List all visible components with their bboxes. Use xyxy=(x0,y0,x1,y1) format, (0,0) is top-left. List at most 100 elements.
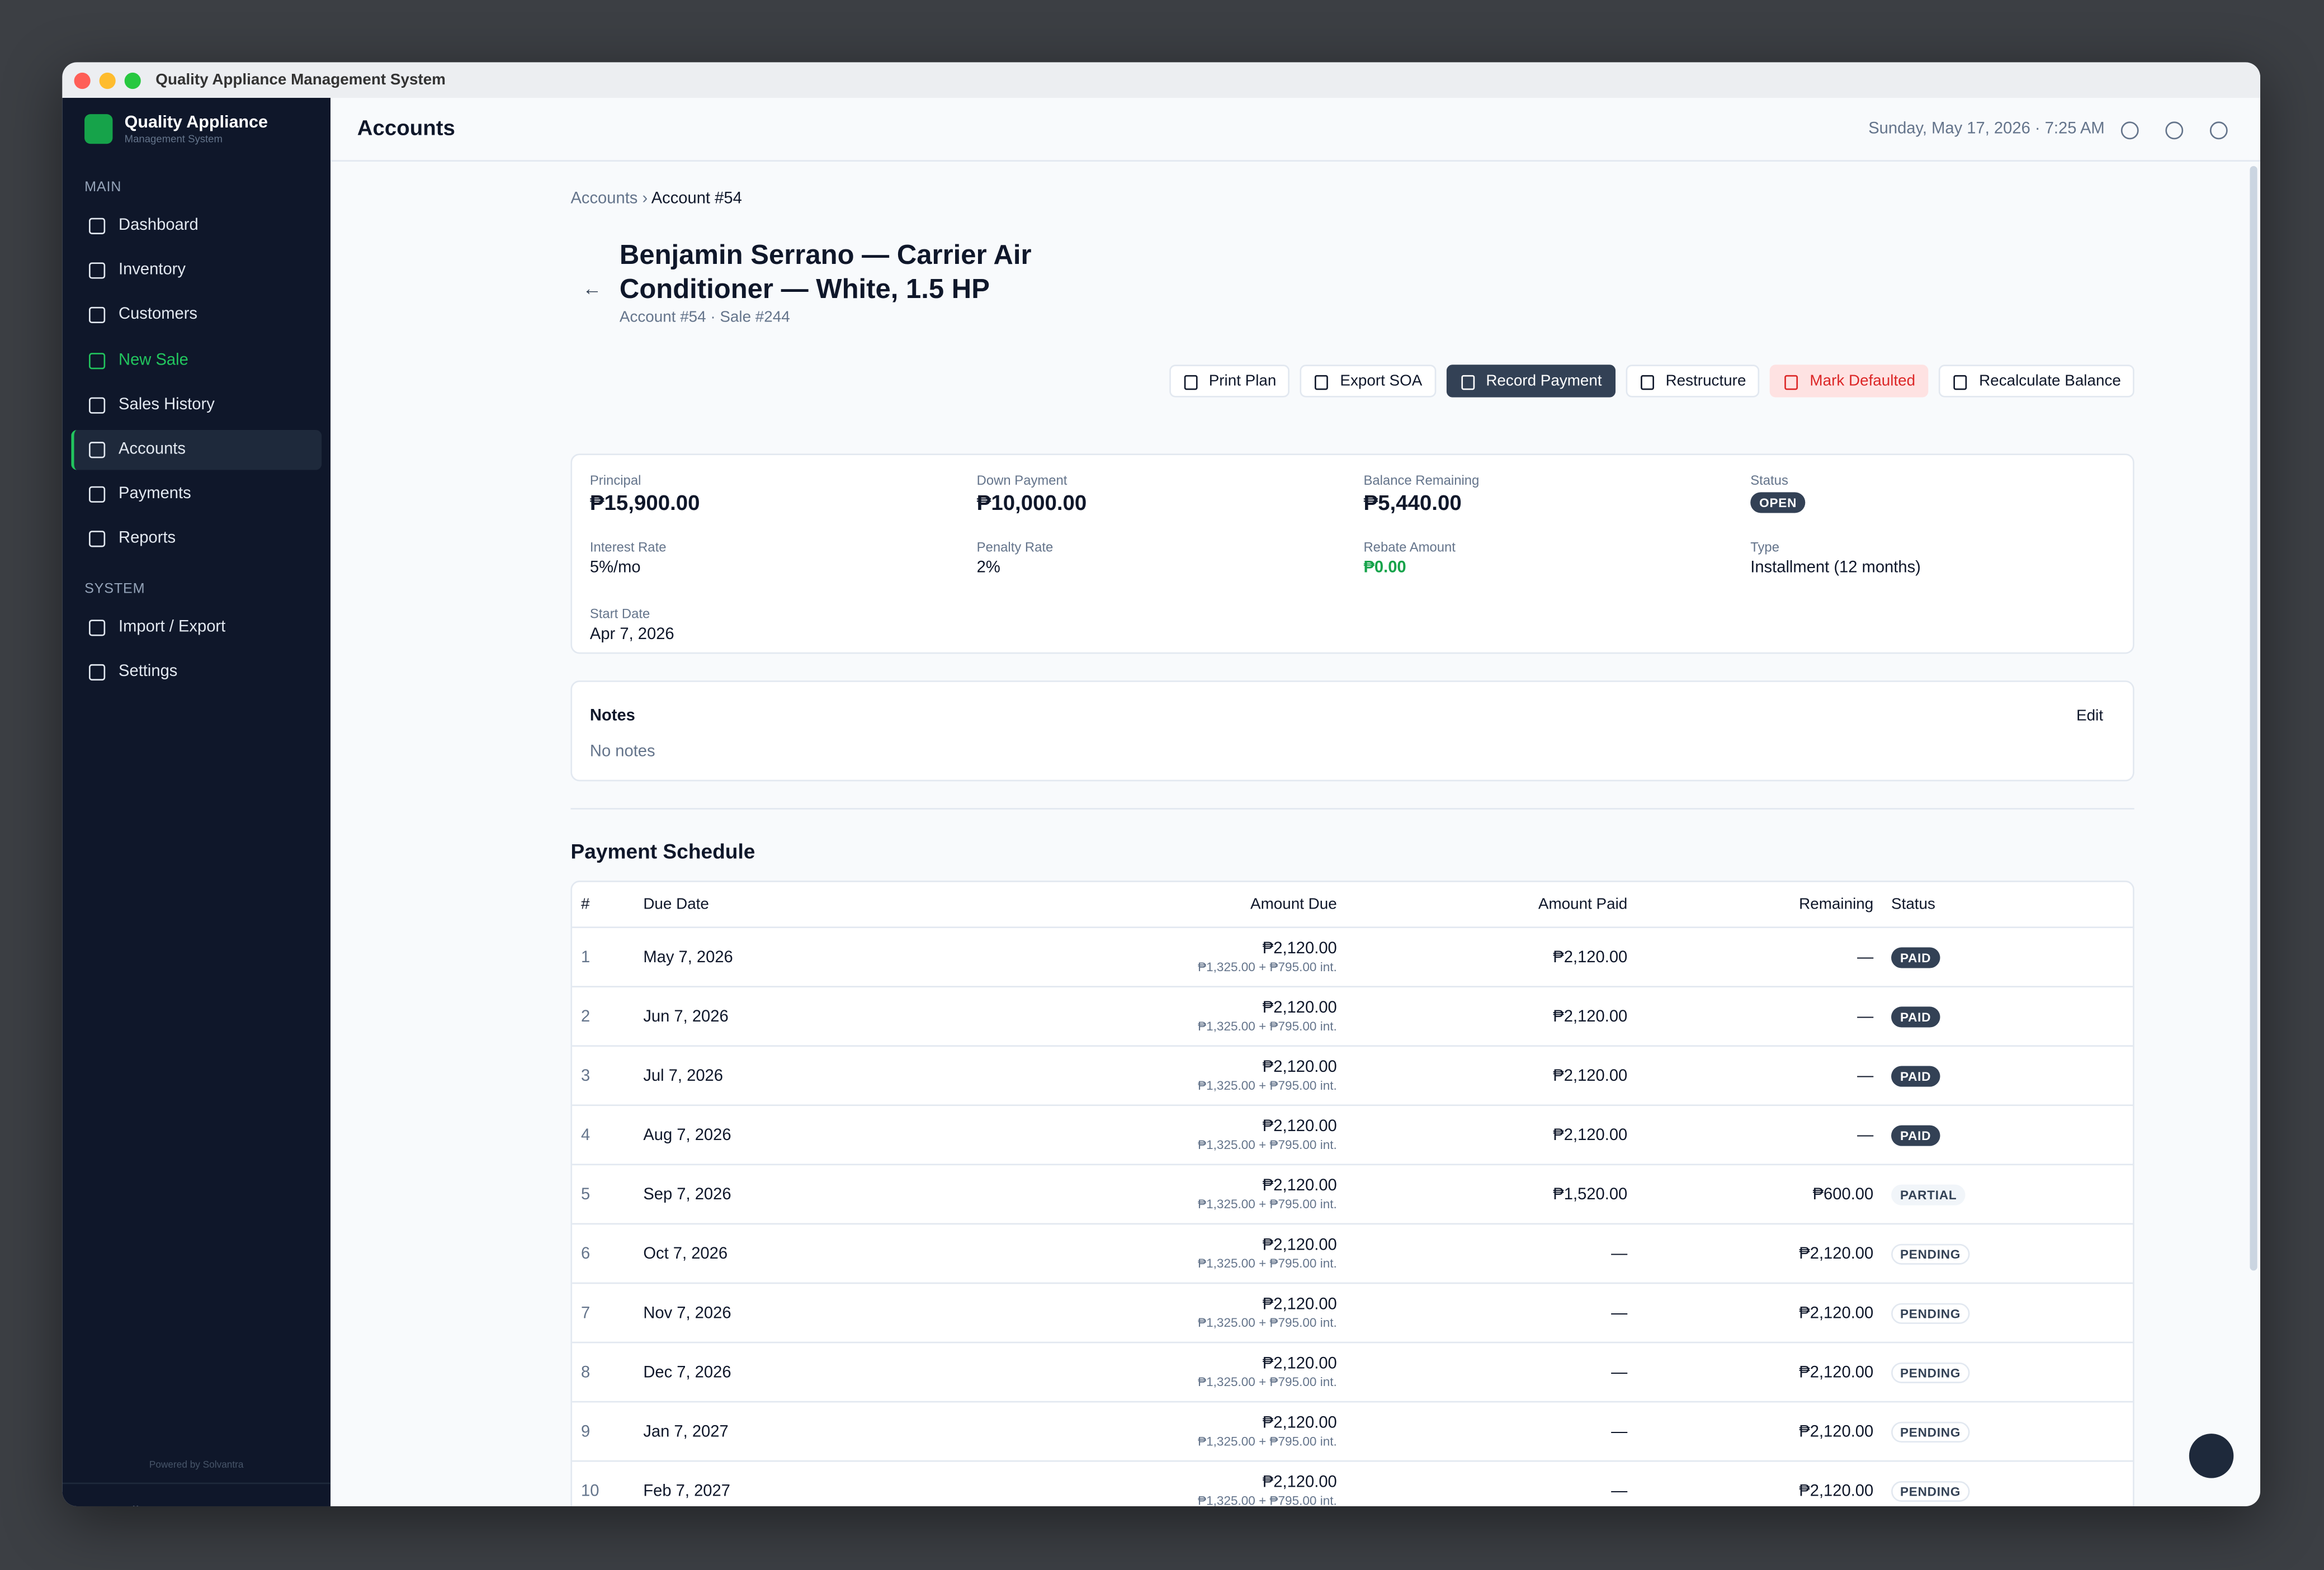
schedule-row[interactable]: 8 Dec 7, 2026 ₱2,120.00 ₱1,325.00 + ₱795.00… xyxy=(572,1343,2133,1403)
button-label: Restructure xyxy=(1665,372,1746,390)
amount-due-value: ₱2,120.00 xyxy=(1262,1414,1337,1432)
scrollbar[interactable] xyxy=(2250,165,2257,1271)
status-cell: PAID xyxy=(1882,1124,2133,1146)
theme-button[interactable] xyxy=(2165,121,2184,140)
help-button[interactable] xyxy=(2189,1434,2234,1478)
field-value: Apr 7, 2026 xyxy=(590,626,674,644)
field-label: Balance Remaining xyxy=(1363,472,1480,488)
nav-item[interactable]: Accounts xyxy=(71,429,322,470)
amount-due: ₱2,120.00 ₱1,325.00 + ₱795.00 int. xyxy=(953,1118,1345,1152)
nav-icon xyxy=(89,442,106,458)
schedule-row[interactable]: 5 Sep 7, 2026 ₱2,120.00 ₱1,325.00 + ₱795.00… xyxy=(572,1165,2133,1225)
field: Principal ₱15,900.00 xyxy=(590,473,700,516)
schedule-row[interactable]: 3 Jul 7, 2026 ₱2,120.00 ₱1,325.00 + ₱795.00… xyxy=(572,1047,2133,1106)
back-button[interactable]: ← xyxy=(582,277,602,300)
collapse-button[interactable]: Collapse xyxy=(62,1482,331,1506)
field-value: OPEN xyxy=(1750,492,1806,513)
nav-item[interactable]: New Sale xyxy=(71,341,322,381)
amount-paid: — xyxy=(1611,1363,1628,1381)
column-header: Due Date xyxy=(643,895,709,914)
sidebar: Quality Appliance Management System Powe… xyxy=(62,98,331,1506)
action-button[interactable]: Restructure xyxy=(1626,365,1760,398)
value-text: Installment (12 months) xyxy=(1750,559,1921,577)
schedule-row[interactable]: 9 Jan 7, 2027 ₱2,120.00 ₱1,325.00 + ₱795.00… xyxy=(572,1402,2133,1462)
window: Quality Appliance Management System Qual… xyxy=(62,62,2261,1507)
field: Interest Rate 5%/mo xyxy=(590,540,667,576)
nav-item[interactable]: Customers xyxy=(71,296,322,336)
nav-label: Payments xyxy=(119,485,191,503)
due-date: Jun 7, 2026 xyxy=(643,1007,729,1025)
schedule-title: Payment Schedule xyxy=(570,839,755,863)
field: Balance Remaining ₱5,440.00 xyxy=(1363,473,1479,516)
nav-item[interactable]: Dashboard xyxy=(71,206,322,247)
schedule-row[interactable]: 7 Nov 7, 2026 ₱2,120.00 ₱1,325.00 + ₱795.00… xyxy=(572,1284,2133,1344)
nav-item[interactable]: Reports xyxy=(71,519,322,560)
status-cell: PENDING xyxy=(1882,1421,2133,1442)
brand-subtitle: Management System xyxy=(124,135,223,145)
installment-number: 9 xyxy=(580,1422,591,1441)
nav-label: Accounts xyxy=(119,440,186,458)
schedule-row[interactable]: 6 Oct 7, 2026 ₱2,120.00 ₱1,325.00 + ₱795.00… xyxy=(572,1224,2133,1284)
breadcrumb: Accounts › Account #54 xyxy=(570,190,741,207)
settings-button[interactable] xyxy=(2209,121,2228,140)
schedule-row[interactable]: 10 Feb 7, 2027 ₱2,120.00 ₱1,325.00 + ₱795.0… xyxy=(572,1462,2133,1506)
field-label: Rebate Amount xyxy=(1363,540,1456,555)
notes-card: Notes Edit No notes xyxy=(570,680,2134,782)
amount-paid: — xyxy=(1611,1422,1628,1441)
action-button[interactable]: Recalculate Balance xyxy=(1939,365,2134,398)
installment-number: 2 xyxy=(580,1007,591,1025)
nav-item[interactable]: Inventory xyxy=(71,251,322,291)
field-label: Principal xyxy=(589,472,641,488)
status-badge: PENDING xyxy=(1891,1243,1970,1264)
installment-number: 1 xyxy=(580,948,591,966)
amount-due-value: ₱2,120.00 xyxy=(1262,1118,1337,1136)
field: Start Date Apr 7, 2026 xyxy=(590,607,674,644)
schedule-row[interactable]: 2 Jun 7, 2026 ₱2,120.00 ₱1,325.00 + ₱795.00… xyxy=(572,987,2133,1047)
status-cell: PENDING xyxy=(1882,1361,2133,1383)
schedule-row[interactable]: 1 May 7, 2026 ₱2,120.00 ₱1,325.00 + ₱795.00… xyxy=(572,928,2133,987)
notifications-button[interactable] xyxy=(2120,121,2139,140)
status-badge: PENDING xyxy=(1891,1361,1970,1383)
edit-button[interactable]: Edit xyxy=(2076,707,2104,725)
remaining: — xyxy=(1857,1007,1874,1025)
action-button[interactable]: Record Payment xyxy=(1446,365,1616,398)
due-date: Jul 7, 2026 xyxy=(643,1066,723,1085)
nav-item[interactable]: Sales History xyxy=(71,385,322,425)
column-header: Amount Paid xyxy=(1538,895,1628,914)
amount-due: ₱2,120.00 ₱1,325.00 + ₱795.00 int. xyxy=(953,1177,1345,1211)
action-button[interactable]: Print Plan xyxy=(1169,365,1290,398)
amount-breakdown: ₱1,325.00 + ₱795.00 int. xyxy=(1198,1255,1337,1271)
due-date: May 7, 2026 xyxy=(643,948,733,966)
zoom-button[interactable] xyxy=(124,72,141,89)
divider xyxy=(570,808,2134,810)
minimize-button[interactable] xyxy=(99,72,116,89)
amount-due: ₱2,120.00 ₱1,325.00 + ₱795.00 int. xyxy=(953,1474,1345,1506)
nav-item[interactable]: Import / Export xyxy=(71,607,322,647)
main: Accounts Sunday, May 17, 2026 · 7:25 AM … xyxy=(330,98,2261,1507)
amount-due-value: ₱2,120.00 xyxy=(1262,1295,1337,1314)
amount-due-value: ₱2,120.00 xyxy=(1262,1355,1337,1373)
nav-icon xyxy=(89,217,106,234)
status-badge: PAID xyxy=(1891,947,1940,968)
close-button[interactable] xyxy=(74,72,91,89)
field-value: ₱10,000.00 xyxy=(977,492,1087,516)
remaining: — xyxy=(1857,948,1874,966)
status-cell: PARTIAL xyxy=(1882,1184,2133,1205)
button-icon xyxy=(1461,375,1475,390)
account-subtitle: Account #54 · Sale #244 xyxy=(619,308,790,327)
schedule-row[interactable]: 4 Aug 7, 2026 ₱2,120.00 ₱1,325.00 + ₱795.00… xyxy=(572,1106,2133,1166)
status-cell: PAID xyxy=(1882,947,2133,968)
field-label: Down Payment xyxy=(976,472,1067,488)
nav-label: New Sale xyxy=(119,351,188,369)
nav-item[interactable]: Payments xyxy=(71,475,322,515)
breadcrumb-item[interactable]: Accounts xyxy=(570,190,638,208)
amount-due: ₱2,120.00 ₱1,325.00 + ₱795.00 int. xyxy=(953,1355,1345,1389)
action-button[interactable]: Export SOA xyxy=(1300,365,1436,398)
amount-due: ₱2,120.00 ₱1,325.00 + ₱795.00 int. xyxy=(953,1058,1345,1093)
summary-card: Principal ₱15,900.00 Down Payment ₱10,000.0… xyxy=(570,453,2134,654)
action-button[interactable]: Mark Defaulted xyxy=(1769,365,1929,398)
section-label: SYSTEM xyxy=(84,580,145,597)
nav-item[interactable]: Settings xyxy=(71,652,322,692)
installment-number: 3 xyxy=(580,1066,591,1085)
status-cell: PAID xyxy=(1882,1065,2133,1086)
